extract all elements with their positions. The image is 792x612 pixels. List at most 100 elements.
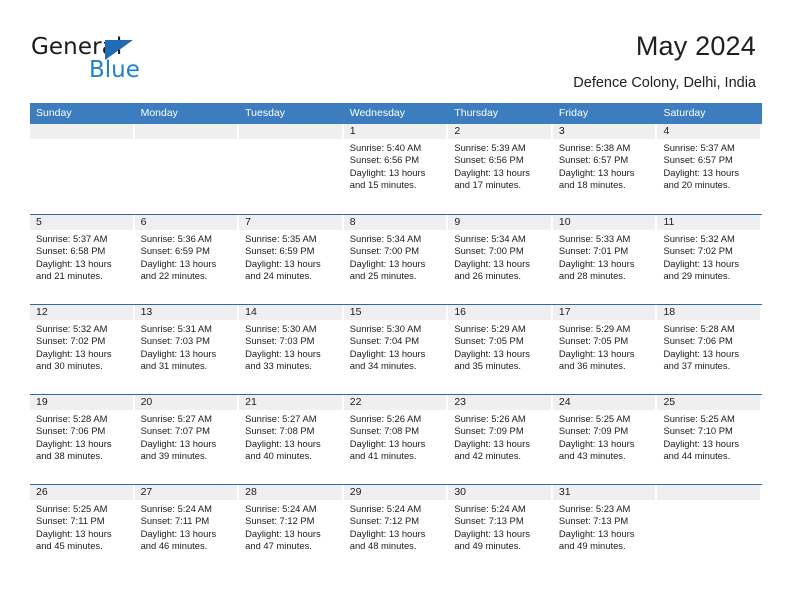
calendar-day-cell[interactable]: 6 Sunrise: 5:36 AM Sunset: 6:59 PM Daylight… <box>134 215 240 304</box>
sunrise-text: Sunrise: 5:26 AM <box>349 413 422 424</box>
calendar-day-cell[interactable]: 20 Sunrise: 5:27 AM Sunset: 7:07 PM Dayligh… <box>134 395 240 484</box>
calendar-day-cell[interactable]: 22 Sunrise: 5:26 AM Sunset: 7:08 PM Dayligh… <box>343 395 449 484</box>
calendar-day-cell[interactable]: 18 Sunrise: 5:28 AM Sunset: 7:06 PM Dayligh… <box>657 305 762 394</box>
daylight-text-line1: Daylight: 13 hours <box>558 166 635 178</box>
sunset-text: Sunset: 7:13 PM <box>454 515 524 527</box>
calendar-day-cell[interactable]: 21 Sunrise: 5:27 AM Sunset: 7:08 PM Dayligh… <box>239 395 344 484</box>
daylight-text-line1: Daylight: 13 hours <box>454 257 530 269</box>
sunrise-text: Sunrise: 5:27 AM <box>140 413 212 424</box>
calendar-day-cell[interactable]: 16 Sunrise: 5:29 AM Sunset: 7:05 PM Dayligh… <box>448 305 553 394</box>
day-details: Sunrise: 5:29 AM Sunset: 7:05 PM Daylight:… <box>448 320 551 373</box>
calendar-day-cell[interactable]: 1 Sunrise: 5:40 AM Sunset: 6:56 PM Daylight… <box>343 124 449 214</box>
day-number: 12 <box>30 305 133 320</box>
calendar-day-cell[interactable]: 3 Sunrise: 5:38 AM Sunset: 6:57 PM Daylight… <box>552 124 658 214</box>
day-number: 2 <box>448 124 551 139</box>
calendar-day-cell[interactable]: 10 Sunrise: 5:33 AM Sunset: 7:01 PM Dayligh… <box>552 215 658 304</box>
sunset-text: Sunset: 6:57 PM <box>558 154 629 166</box>
sunset-text: Sunset: 7:00 PM <box>349 245 420 257</box>
daylight-text-line1: Daylight: 13 hours <box>454 347 530 359</box>
sunset-text: Sunset: 7:06 PM <box>36 425 106 437</box>
daylight-text-line2: and 37 minutes. <box>663 360 731 372</box>
daylight-text-line1: Daylight: 13 hours <box>454 166 530 178</box>
daylight-text-line1: Daylight: 13 hours <box>36 437 112 449</box>
calendar-day-cell-empty <box>30 124 135 214</box>
logo-text-blue: Blue <box>89 57 140 83</box>
daylight-text-line1: Daylight: 13 hours <box>245 257 321 269</box>
calendar-day-cell[interactable]: 31 Sunrise: 5:23 AM Sunset: 7:13 PM Dayligh… <box>552 485 658 574</box>
calendar-day-cell[interactable]: 19 Sunrise: 5:28 AM Sunset: 7:06 PM Dayligh… <box>30 395 135 484</box>
day-number: 14 <box>239 305 342 320</box>
day-details: Sunrise: 5:24 AM Sunset: 7:12 PM Daylight:… <box>344 500 447 553</box>
daylight-text-line2: and 36 minutes. <box>558 360 626 372</box>
sunset-text: Sunset: 7:08 PM <box>349 425 420 437</box>
calendar-day-cell[interactable]: 12 Sunrise: 5:32 AM Sunset: 7:02 PM Dayligh… <box>30 305 135 394</box>
day-details: Sunrise: 5:32 AM Sunset: 7:02 PM Daylight:… <box>657 230 760 283</box>
calendar-day-cell[interactable]: 27 Sunrise: 5:24 AM Sunset: 7:11 PM Dayligh… <box>134 485 240 574</box>
calendar-day-cell[interactable]: 30 Sunrise: 5:24 AM Sunset: 7:13 PM Dayligh… <box>448 485 553 574</box>
page-title: May 2024 <box>635 31 756 61</box>
sunrise-text: Sunrise: 5:30 AM <box>349 323 422 334</box>
sunrise-text: Sunrise: 5:40 AM <box>349 142 422 153</box>
calendar-day-cell[interactable]: 9 Sunrise: 5:34 AM Sunset: 7:00 PM Daylight… <box>448 215 553 304</box>
calendar-day-cell[interactable]: 29 Sunrise: 5:24 AM Sunset: 7:12 PM Dayligh… <box>343 485 449 574</box>
sunset-text: Sunset: 6:58 PM <box>36 245 106 257</box>
daylight-text-line2: and 28 minutes. <box>558 270 626 282</box>
general-blue-logo[interactable]: General Blue <box>31 34 261 92</box>
day-details: Sunrise: 5:26 AM Sunset: 7:08 PM Daylight:… <box>344 410 447 463</box>
calendar-day-cell[interactable]: 4 Sunrise: 5:37 AM Sunset: 6:57 PM Daylight… <box>657 124 762 214</box>
sunset-text: Sunset: 7:03 PM <box>245 335 315 347</box>
calendar-day-cell[interactable]: 14 Sunrise: 5:30 AM Sunset: 7:03 PM Dayligh… <box>239 305 344 394</box>
sunset-text: Sunset: 7:01 PM <box>558 245 629 257</box>
day-details: Sunrise: 5:24 AM Sunset: 7:11 PM Daylight:… <box>135 500 238 553</box>
calendar-day-cell[interactable]: 13 Sunrise: 5:31 AM Sunset: 7:03 PM Dayligh… <box>134 305 240 394</box>
logo-triangle-icon <box>105 40 133 60</box>
calendar-day-cell[interactable]: 2 Sunrise: 5:39 AM Sunset: 6:56 PM Daylight… <box>448 124 553 214</box>
sunrise-text: Sunrise: 5:38 AM <box>558 142 631 153</box>
calendar-day-cell[interactable]: 26 Sunrise: 5:25 AM Sunset: 7:11 PM Dayligh… <box>30 485 135 574</box>
daylight-text-line2: and 49 minutes. <box>454 540 522 552</box>
daylight-text-line2: and 43 minutes. <box>558 450 626 462</box>
daylight-text-line2: and 41 minutes. <box>349 450 417 462</box>
daylight-text-line2: and 31 minutes. <box>140 360 208 372</box>
sunset-text: Sunset: 6:57 PM <box>663 154 733 166</box>
calendar-day-cell[interactable]: 15 Sunrise: 5:30 AM Sunset: 7:04 PM Dayligh… <box>343 305 449 394</box>
sunrise-text: Sunrise: 5:39 AM <box>454 142 526 153</box>
weekday-sunday: Sunday <box>36 107 72 119</box>
daylight-text-line2: and 34 minutes. <box>349 360 417 372</box>
day-number <box>134 124 238 139</box>
day-details: Sunrise: 5:39 AM Sunset: 6:56 PM Daylight:… <box>448 139 551 192</box>
calendar-day-cell[interactable]: 25 Sunrise: 5:25 AM Sunset: 7:10 PM Dayligh… <box>657 395 762 484</box>
sunrise-text: Sunrise: 5:34 AM <box>349 233 422 244</box>
daylight-text-line2: and 22 minutes. <box>140 270 208 282</box>
day-number <box>239 124 342 139</box>
calendar-day-cell[interactable]: 24 Sunrise: 5:25 AM Sunset: 7:09 PM Dayligh… <box>552 395 658 484</box>
day-number: 1 <box>343 124 447 139</box>
daylight-text-line1: Daylight: 13 hours <box>245 347 321 359</box>
daylight-text-line2: and 44 minutes. <box>663 450 731 462</box>
day-number: 31 <box>552 485 656 500</box>
sunrise-text: Sunrise: 5:24 AM <box>245 503 317 514</box>
daylight-text-line1: Daylight: 13 hours <box>36 257 112 269</box>
daylight-text-line1: Daylight: 13 hours <box>36 527 112 539</box>
calendar-day-cell[interactable]: 11 Sunrise: 5:32 AM Sunset: 7:02 PM Dayligh… <box>657 215 762 304</box>
day-number: 28 <box>239 485 342 500</box>
sunrise-text: Sunrise: 5:32 AM <box>663 233 735 244</box>
calendar-day-cell[interactable]: 8 Sunrise: 5:34 AM Sunset: 7:00 PM Daylight… <box>343 215 449 304</box>
day-number: 11 <box>657 215 761 230</box>
day-number: 3 <box>552 124 656 139</box>
sunset-text: Sunset: 7:10 PM <box>663 425 733 437</box>
sunrise-text: Sunrise: 5:35 AM <box>245 233 317 244</box>
calendar-day-cell[interactable]: 7 Sunrise: 5:35 AM Sunset: 6:59 PM Daylight… <box>239 215 344 304</box>
daylight-text-line1: Daylight: 13 hours <box>558 527 635 539</box>
daylight-text-line1: Daylight: 13 hours <box>663 347 740 359</box>
sunset-text: Sunset: 7:02 PM <box>36 335 106 347</box>
calendar-day-cell[interactable]: 28 Sunrise: 5:24 AM Sunset: 7:12 PM Dayligh… <box>239 485 344 574</box>
day-number: 21 <box>239 395 342 410</box>
daylight-text-line1: Daylight: 13 hours <box>454 437 530 449</box>
calendar-day-cell[interactable]: 23 Sunrise: 5:26 AM Sunset: 7:09 PM Dayligh… <box>448 395 553 484</box>
daylight-text-line1: Daylight: 13 hours <box>454 527 530 539</box>
calendar-day-cell[interactable]: 5 Sunrise: 5:37 AM Sunset: 6:58 PM Daylight… <box>30 215 135 304</box>
day-number: 10 <box>552 215 656 230</box>
calendar-day-cell[interactable]: 17 Sunrise: 5:29 AM Sunset: 7:05 PM Dayligh… <box>552 305 658 394</box>
